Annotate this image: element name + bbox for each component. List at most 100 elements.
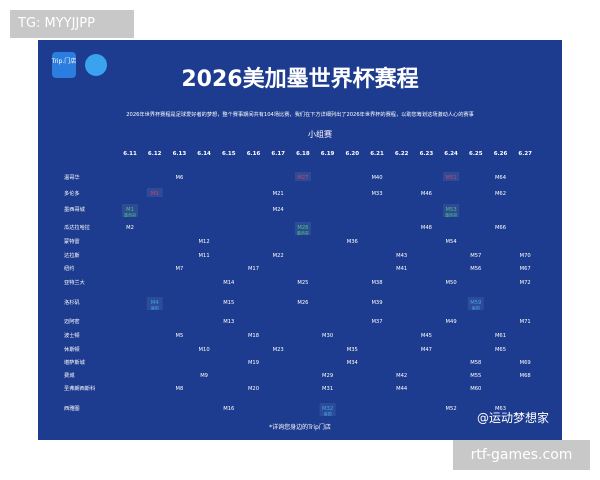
logo-icon <box>85 54 107 76</box>
match-label: M68 <box>520 373 531 379</box>
match-label: M65 <box>495 347 506 353</box>
match-label: M10 <box>199 347 210 353</box>
match-label: M15 <box>223 300 234 306</box>
logo-text: Trip.门店 <box>51 57 77 65</box>
match-label: M17 <box>248 266 259 272</box>
city-name: 迈阿密 <box>64 317 80 325</box>
match-label: M32 <box>322 406 333 412</box>
host-match-box <box>443 172 460 181</box>
match-label: M23 <box>273 347 284 353</box>
host-match-box <box>146 297 163 310</box>
match-note: 美国 <box>472 305 480 311</box>
date-header: 6.27 <box>518 151 532 157</box>
match-label: M38 <box>371 280 382 286</box>
match-label: M31 <box>322 386 333 392</box>
match-label: M8 <box>176 386 184 392</box>
match-label: M53 <box>446 207 457 213</box>
match-label: M3 <box>151 191 159 197</box>
match-note: 美国 <box>151 305 159 311</box>
date-header: 6.11 <box>123 151 137 157</box>
match-label: M24 <box>273 207 285 213</box>
match-label: M49 <box>446 319 457 325</box>
match-label: M34 <box>347 360 359 366</box>
match-label: M20 <box>248 386 259 392</box>
city-name: 蒙特雷 <box>64 237 80 245</box>
city-name: 纽约 <box>64 264 74 272</box>
section-label: 小组赛 <box>308 129 332 139</box>
match-label: M26 <box>297 300 308 306</box>
date-header: 6.25 <box>469 151 483 157</box>
match-note: 美国 <box>324 411 332 417</box>
match-label: M54 <box>446 239 458 245</box>
host-match-box <box>443 204 460 217</box>
city-name: 堪萨斯城 <box>64 358 86 366</box>
match-label: M13 <box>223 319 234 325</box>
match-label: M47 <box>421 347 432 353</box>
title: 2026美加墨世界杯赛程 <box>181 66 418 92</box>
match-label: M1 <box>126 207 134 213</box>
match-label: M64 <box>495 175 507 181</box>
match-label: M37 <box>371 319 382 325</box>
schedule-poster: Trip.门店 2026美加墨世界杯赛程 2026年世界杯赛程是足球爱好者的梦想… <box>38 40 562 440</box>
match-label: M51 <box>446 175 457 181</box>
logo-box <box>52 52 76 78</box>
match-label: M45 <box>421 333 432 339</box>
match-label: M41 <box>396 266 407 272</box>
date-header: 6.14 <box>197 151 211 157</box>
match-label: M56 <box>470 266 481 272</box>
match-label: M25 <box>297 280 308 286</box>
date-header: 6.17 <box>271 151 285 157</box>
date-header: 6.22 <box>395 151 409 157</box>
host-match-box <box>294 222 311 235</box>
date-header: 6.20 <box>346 151 360 157</box>
match-label: M2 <box>126 225 134 231</box>
watermark: @运动梦想家 <box>477 410 549 425</box>
city-name: 西雅图 <box>64 404 80 412</box>
match-label: M35 <box>347 347 358 353</box>
match-note: 墨西哥 <box>297 230 309 236</box>
city-name: 波士顿 <box>64 331 80 339</box>
match-label: M66 <box>495 225 506 231</box>
match-label: M46 <box>421 191 432 197</box>
match-label: M62 <box>495 191 506 197</box>
host-match-box <box>122 204 138 217</box>
date-header: 6.15 <box>222 151 236 157</box>
city-name: 亚特兰大 <box>64 278 85 286</box>
city-name: 达拉斯 <box>64 251 80 259</box>
date-header: 6.24 <box>444 151 458 157</box>
city-name: 圣弗朗西斯科 <box>64 384 95 392</box>
date-header: 6.21 <box>370 151 384 157</box>
match-label: M61 <box>495 333 506 339</box>
match-label: M5 <box>176 333 184 339</box>
match-label: M36 <box>347 239 358 245</box>
match-label: M27 <box>297 175 308 181</box>
host-match-box <box>319 403 336 416</box>
match-label: M58 <box>470 360 481 366</box>
city-name: 洛杉矶 <box>64 298 80 306</box>
footer: *详询您身边的Trip门店 <box>269 423 331 431</box>
date-header: 6.26 <box>494 151 508 157</box>
match-label: M69 <box>520 360 531 366</box>
match-label: M11 <box>199 253 210 259</box>
match-label: M21 <box>273 191 284 197</box>
match-label: M72 <box>520 280 531 286</box>
match-label: M71 <box>520 319 531 325</box>
match-label: M57 <box>470 253 481 259</box>
match-label: M19 <box>248 360 259 366</box>
city-name: 费城 <box>64 371 75 379</box>
match-label: M16 <box>223 406 234 412</box>
match-label: M18 <box>248 333 259 339</box>
match-label: M14 <box>223 280 235 286</box>
city-name: 墨西哥城 <box>64 206 86 213</box>
date-header: 6.19 <box>321 151 335 157</box>
date-header: 6.13 <box>173 151 187 157</box>
match-label: M9 <box>200 373 208 379</box>
match-label: M44 <box>396 386 408 392</box>
site-label: rtf-games.com <box>453 440 590 470</box>
city-name: 休斯顿 <box>64 345 80 353</box>
match-label: M4 <box>151 300 159 306</box>
city-name: 瓜达拉哈拉 <box>64 223 90 231</box>
poster-background <box>38 40 562 440</box>
match-label: M52 <box>446 406 457 412</box>
